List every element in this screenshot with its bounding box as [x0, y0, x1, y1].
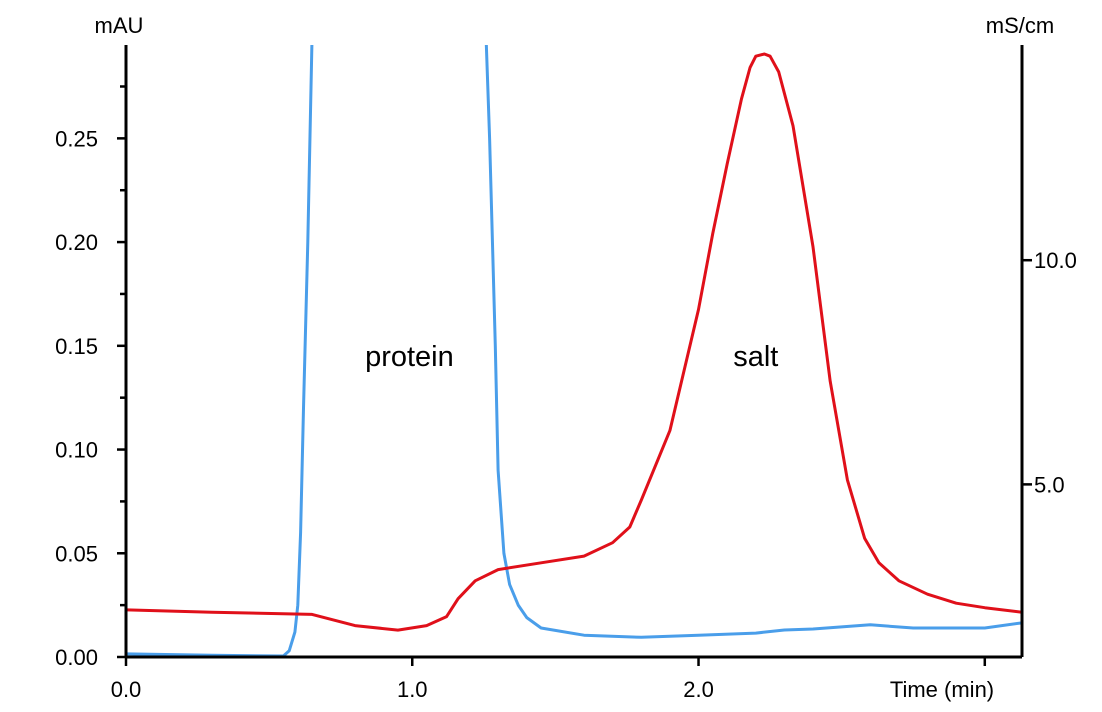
- left-y-tick-label: 0.05: [55, 541, 98, 566]
- x-tick-label: 0.0: [111, 677, 142, 702]
- annotations: protein salt: [365, 341, 778, 373]
- plot-lines: [126, 45, 1022, 658]
- ticks: 0.00 0.05 0.10 0.15 0.20 0.25 5.0 10.0 0.0 1.0 2.0: [55, 85, 1077, 702]
- right-y-tick-label: 5.0: [1034, 472, 1065, 497]
- annotation-salt: salt: [733, 341, 778, 373]
- x-tick-label: 2.0: [683, 677, 714, 702]
- right-axis-unit: mS/cm: [986, 13, 1054, 38]
- annotation-protein: protein: [365, 341, 454, 373]
- series-line-absorbance: [126, 45, 1022, 658]
- right-y-tick-label: 10.0: [1034, 248, 1077, 273]
- axes: [124, 45, 1024, 659]
- x-axis-label: Time (min): [890, 677, 994, 702]
- left-y-tick-label: 0.20: [55, 230, 98, 255]
- left-axis-unit: mAU: [95, 13, 144, 38]
- left-y-tick-label: 0.25: [55, 126, 98, 151]
- left-y-tick-label: 0.15: [55, 334, 98, 359]
- series-line-conductivity: [126, 52, 1022, 632]
- left-y-tick-label: 0.10: [55, 438, 98, 463]
- left-y-tick-label: 0.00: [55, 645, 98, 670]
- x-tick-label: 1.0: [397, 677, 428, 702]
